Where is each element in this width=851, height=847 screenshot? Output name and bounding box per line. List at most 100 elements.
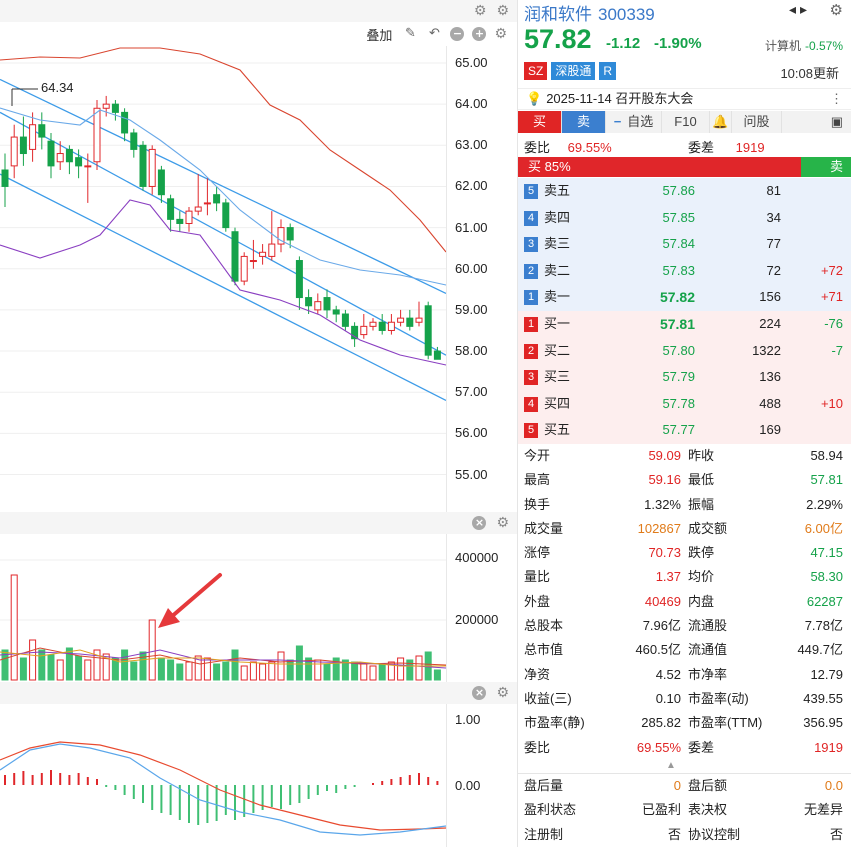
candle-body bbox=[433, 350, 441, 360]
volume-bar bbox=[387, 661, 395, 681]
stat-label: 盈利状态 bbox=[524, 802, 577, 818]
ask-row[interactable]: 4 卖四 57.85 34 bbox=[518, 204, 851, 232]
volume-bar bbox=[93, 649, 101, 681]
candle-body bbox=[148, 148, 156, 187]
bid-row[interactable]: 2 买二 57.80 1322 -7 bbox=[518, 337, 851, 365]
trade-tabs: 买 卖 − 自选 F10 🔔 问股 ▣ bbox=[518, 111, 851, 133]
candle-body bbox=[360, 325, 368, 336]
event-text: 2025-11-14 召开股东大会 bbox=[546, 91, 694, 106]
volume-bar bbox=[130, 661, 138, 681]
overlay-button[interactable]: 叠加 bbox=[366, 28, 393, 44]
candlestick-chart[interactable]: 64.34 bbox=[0, 0, 517, 847]
level-badge: 1 bbox=[524, 317, 538, 332]
level-change: +72 bbox=[820, 262, 843, 278]
bid-row[interactable]: 5 买五 57.77 169 bbox=[518, 417, 851, 444]
price-axis-line bbox=[446, 46, 447, 512]
close-icon[interactable]: × bbox=[472, 686, 487, 700]
gear-icon[interactable]: ⚙ bbox=[496, 685, 509, 701]
event-bar[interactable]: 💡 2025-11-14 召开股东大会 ⋮ bbox=[518, 88, 851, 110]
tab-sell[interactable]: 卖 bbox=[562, 111, 606, 133]
more-icon[interactable]: ⋮ bbox=[830, 91, 843, 106]
stat-row: 委比 69.55% 委差 1919 bbox=[518, 736, 851, 760]
stat-row: 净资 4.52 市净率 12.79 bbox=[518, 663, 851, 687]
stat-value: 1919 bbox=[814, 739, 843, 755]
ask-row[interactable]: 5 卖五 57.86 81 bbox=[518, 178, 851, 205]
stat-label: 成交量 bbox=[524, 520, 564, 536]
prev-stock-icon[interactable]: ◂ bbox=[788, 1, 800, 17]
stat-value: 1.32% bbox=[644, 496, 681, 512]
stat-label: 总市值 bbox=[524, 642, 564, 658]
stat-value: 6.00亿 bbox=[804, 520, 843, 536]
close-icon[interactable]: × bbox=[472, 516, 487, 530]
gear-icon[interactable]: ⚙ bbox=[496, 3, 509, 19]
connect-badge[interactable]: 深股通 bbox=[551, 62, 596, 80]
band-mid-line bbox=[0, 107, 447, 286]
stat-value: 356.95 bbox=[803, 715, 843, 731]
stat-row: 最高 59.16 最低 57.81 bbox=[518, 468, 851, 492]
candle-body bbox=[424, 305, 432, 356]
volume-bar bbox=[249, 661, 257, 681]
ask-book: 5 卖五 57.86 81 4 卖四 57.85 34 3 卖三 57.84 77 2 卖二 57.83 72… bbox=[518, 178, 851, 311]
volume-bar bbox=[56, 659, 64, 681]
tab-buy[interactable]: 买 bbox=[518, 111, 562, 133]
volume-axis-label: 200000 bbox=[455, 612, 499, 627]
collapse-icon[interactable]: ▲ bbox=[666, 760, 676, 771]
volume-bar bbox=[47, 654, 55, 681]
candle-body bbox=[176, 218, 184, 224]
tab-watchlist[interactable]: − 自选 bbox=[606, 111, 662, 133]
next-stock-icon[interactable]: ▸ bbox=[799, 1, 811, 17]
sector-change[interactable]: 计算机 -0.57% bbox=[765, 37, 843, 54]
channel-line-lower bbox=[0, 173, 447, 402]
volume-bar bbox=[176, 663, 184, 681]
stat-label: 委比 bbox=[524, 739, 551, 755]
brush-icon[interactable]: ✎ bbox=[404, 26, 416, 41]
volume-bar bbox=[351, 661, 359, 681]
candle-body bbox=[203, 202, 211, 205]
level-volume: 72 bbox=[766, 262, 781, 278]
undo-icon[interactable]: ↶ bbox=[428, 26, 440, 41]
bell-icon[interactable]: 🔔 bbox=[710, 111, 732, 133]
tab-f10[interactable]: F10 bbox=[662, 111, 710, 133]
bid-row[interactable]: 3 买三 57.79 136 bbox=[518, 364, 851, 391]
bid-row[interactable]: 1 买一 57.81 224 -76 bbox=[518, 311, 851, 338]
level-label: 买一 bbox=[544, 316, 571, 331]
candle-body bbox=[111, 103, 119, 113]
candle-body bbox=[305, 297, 313, 307]
stat-label: 市净率 bbox=[688, 666, 728, 682]
stat-row: 盈利状态 已盈利 表决权 无差异 bbox=[518, 798, 851, 822]
volume-bar bbox=[1, 649, 9, 681]
candle-body bbox=[406, 317, 414, 327]
stock-title[interactable]: 润和软件 300339 bbox=[524, 0, 655, 25]
stat-row: 量比 1.37 均价 58.30 bbox=[518, 565, 851, 589]
stat-value: 已盈利 bbox=[641, 802, 681, 818]
gear-icon[interactable]: ⚙ bbox=[829, 2, 843, 19]
stat-label: 流通值 bbox=[688, 642, 728, 658]
price-axis-label: 56.00 bbox=[455, 425, 488, 440]
ask-row[interactable]: 1 卖一 57.82 156 +71 bbox=[518, 284, 851, 311]
candle-body bbox=[231, 231, 239, 282]
level-label: 卖二 bbox=[544, 262, 571, 278]
ask-row[interactable]: 3 卖三 57.84 77 bbox=[518, 231, 851, 258]
candle-body bbox=[341, 313, 349, 327]
arrow-annotation bbox=[168, 573, 222, 620]
candle-body bbox=[277, 227, 285, 245]
gear-icon[interactable]: ⚙ bbox=[494, 26, 507, 42]
gear-icon[interactable]: ⚙ bbox=[496, 515, 509, 531]
sidebar-toggle-icon[interactable]: ▣ bbox=[830, 114, 843, 129]
gear-icon[interactable]: ⚙ bbox=[473, 3, 487, 19]
level-badge: 4 bbox=[524, 210, 538, 226]
level-volume: 81 bbox=[766, 183, 781, 198]
bid-row[interactable]: 4 买四 57.78 488 +10 bbox=[518, 390, 851, 418]
ask-row[interactable]: 2 卖二 57.83 72 +72 bbox=[518, 257, 851, 285]
volume-bar bbox=[406, 659, 414, 681]
stat-row: 注册制否协议控制否 bbox=[518, 823, 851, 847]
stat-value: 59.16 bbox=[648, 472, 681, 488]
stat-label: 协议控制 bbox=[688, 826, 741, 842]
zoom-out-icon[interactable]: − bbox=[450, 27, 465, 41]
zoom-in-icon[interactable]: + bbox=[472, 27, 487, 41]
stat-label: 最高 bbox=[524, 472, 551, 488]
tab-ask[interactable]: 问股 bbox=[732, 111, 782, 133]
volume-bar bbox=[10, 574, 18, 681]
chart-area[interactable]: ⚙ ⚙ 叠加 ✎ ↶ − + ⚙ 64.34 65.00 64.00 63.00… bbox=[0, 0, 517, 847]
macd-axis-label: 0.00 bbox=[455, 778, 481, 793]
